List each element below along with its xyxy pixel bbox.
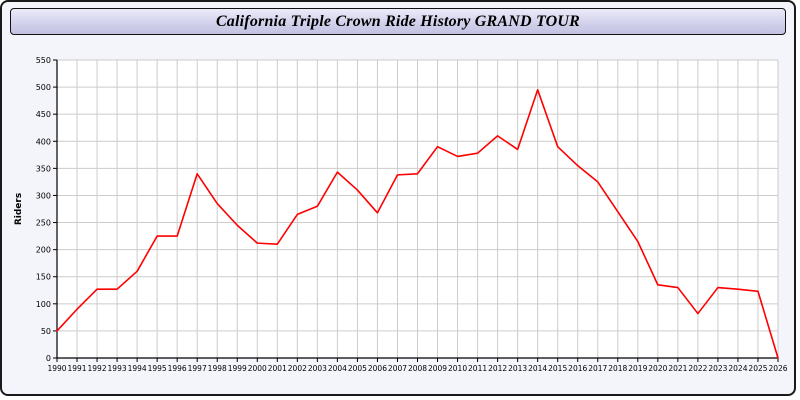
y-tick-label: 150 — [36, 273, 51, 282]
y-tick-label: 450 — [36, 110, 51, 119]
x-tick-label: 1991 — [67, 364, 86, 373]
x-tick-label: 2002 — [288, 364, 307, 373]
x-tick-label: 2012 — [488, 364, 507, 373]
x-tick-label: 2007 — [388, 364, 407, 373]
y-tick-label: 100 — [36, 300, 51, 309]
y-tick-label: 300 — [36, 191, 51, 200]
x-tick-label: 2017 — [588, 364, 607, 373]
x-tick-label: 2006 — [368, 364, 387, 373]
x-tick-label: 2004 — [328, 364, 347, 373]
x-tick-label: 2010 — [448, 364, 467, 373]
x-tick-label: 2016 — [568, 364, 587, 373]
x-tick-label: 2013 — [508, 364, 527, 373]
x-tick-label: 1995 — [148, 364, 167, 373]
x-tick-label: 2022 — [688, 364, 707, 373]
x-tick-label: 2018 — [608, 364, 627, 373]
x-tick-label: 2009 — [428, 364, 447, 373]
x-tick-label: 2024 — [728, 364, 747, 373]
x-tick-label: 1998 — [208, 364, 227, 373]
x-tick-label: 2021 — [668, 364, 687, 373]
x-tick-label: 2014 — [528, 364, 547, 373]
x-tick-label: 1996 — [168, 364, 187, 373]
y-tick-label: 0 — [46, 354, 51, 363]
x-tick-label: 2020 — [648, 364, 667, 373]
x-tick-label: 2005 — [348, 364, 367, 373]
x-tick-label: 1999 — [228, 364, 247, 373]
y-tick-label: 400 — [36, 137, 51, 146]
x-tick-label: 2011 — [468, 364, 487, 373]
x-tick-label: 2008 — [408, 364, 427, 373]
y-tick-label: 550 — [36, 56, 51, 65]
x-tick-label: 2000 — [248, 364, 267, 373]
x-tick-label: 1994 — [128, 364, 147, 373]
x-tick-label: 2003 — [308, 364, 327, 373]
y-tick-label: 50 — [41, 327, 51, 336]
x-tick-label: 1993 — [108, 364, 127, 373]
riders-line — [56, 88, 779, 359]
x-tick-label: 2025 — [748, 364, 767, 373]
chart-svg: 1990 1991 1992 1993 1994 1995 1996 1997 1998 1999… — [14, 56, 788, 373]
x-tick-label: 2019 — [628, 364, 647, 373]
chart-title: California Triple Crown Ride History GRA… — [215, 12, 581, 30]
y-tick-label: 500 — [36, 83, 51, 92]
x-tick-label: 2023 — [708, 364, 727, 373]
y-tick-label: 250 — [36, 219, 51, 228]
chart-area: 1990 1991 1992 1993 1994 1995 1996 1997 1998 1999… — [10, 44, 794, 394]
x-tick-label: 2026 — [768, 364, 787, 373]
y-tick-label: 350 — [36, 164, 51, 173]
y-tick-label: 200 — [36, 246, 51, 255]
chart-title-bar: California Triple Crown Ride History GRA… — [10, 8, 786, 35]
y-axis-title: Riders — [14, 193, 24, 225]
x-tick-label: 2001 — [268, 364, 287, 373]
x-tick-label: 1997 — [188, 364, 207, 373]
x-tick-label: 1990 — [47, 364, 66, 373]
x-tick-label: 1992 — [88, 364, 107, 373]
x-tick-label: 2015 — [548, 364, 567, 373]
